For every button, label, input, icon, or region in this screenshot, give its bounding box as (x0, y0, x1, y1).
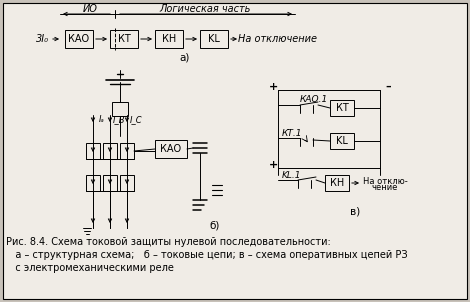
Bar (330, 133, 354, 149)
Text: KL: KL (208, 34, 220, 44)
Bar (65, 30, 93, 48)
Text: KL: KL (336, 136, 348, 146)
Bar (155, 140, 187, 158)
Text: I_B: I_B (113, 115, 125, 124)
Bar (103, 175, 117, 191)
Text: +: + (268, 82, 278, 92)
Text: а): а) (180, 53, 190, 63)
Text: в): в) (350, 207, 360, 217)
Bar (200, 30, 228, 48)
Text: –: – (385, 82, 391, 92)
Text: Логическая часть: Логическая часть (159, 4, 251, 14)
Text: I_C: I_C (130, 115, 142, 124)
Text: +: + (268, 160, 278, 170)
Text: KL.1: KL.1 (282, 172, 301, 181)
Text: КН: КН (330, 178, 344, 188)
Bar (120, 175, 134, 191)
Text: КАО: КАО (160, 144, 181, 154)
Bar (86, 175, 100, 191)
Text: с электромеханическими реле: с электромеханическими реле (6, 263, 174, 273)
Text: 3I₀: 3I₀ (36, 34, 48, 44)
Text: а – структурная схема;   б – токовые цепи; в – схема оперативных цепей РЗ: а – структурная схема; б – токовые цепи;… (6, 250, 407, 260)
Text: б): б) (210, 220, 220, 230)
Text: На отключение: На отключение (238, 34, 318, 44)
Text: ИО: ИО (83, 4, 97, 14)
Text: КТ: КТ (336, 103, 348, 113)
Text: чение: чение (372, 184, 398, 192)
Bar (110, 30, 138, 48)
Bar (155, 30, 183, 48)
Text: КТ: КТ (118, 34, 130, 44)
Text: Iₐ: Iₐ (99, 115, 105, 124)
Text: КАО.1: КАО.1 (300, 95, 328, 104)
Text: КАО: КАО (69, 34, 90, 44)
Text: КТ.1: КТ.1 (282, 128, 303, 137)
Bar (120, 143, 134, 159)
Bar (112, 102, 128, 116)
Bar (325, 175, 349, 191)
Text: Рис. 8.4. Схема токовой защиты нулевой последовательности:: Рис. 8.4. Схема токовой защиты нулевой п… (6, 237, 331, 247)
Bar (103, 143, 117, 159)
Text: На отклю-: На отклю- (363, 176, 407, 185)
Text: КН: КН (162, 34, 176, 44)
Bar (86, 143, 100, 159)
Bar (330, 100, 354, 116)
